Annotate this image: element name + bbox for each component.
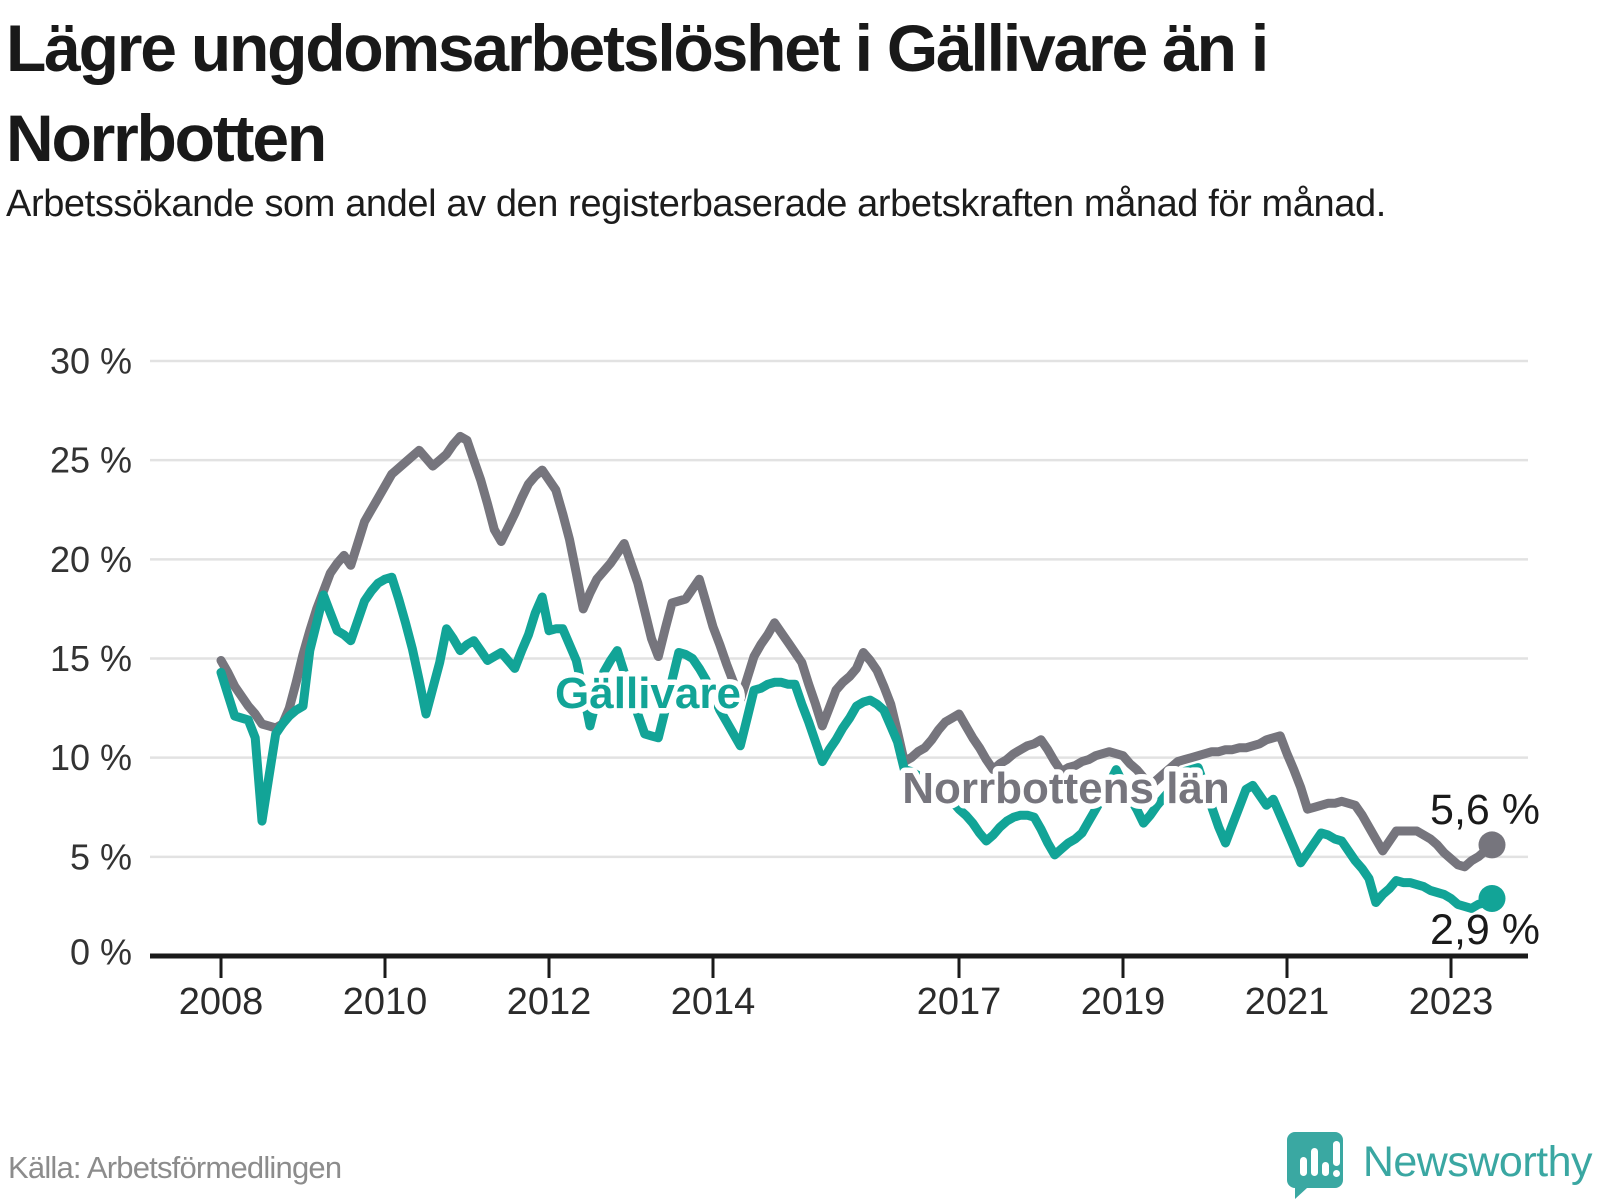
x-axis-tick-label: 2017 (917, 981, 1002, 1023)
newsworthy-bubble-icon (1286, 1132, 1343, 1199)
series-end-dot-gallivare (1478, 884, 1506, 912)
x-axis-tick-label: 2008 (179, 981, 264, 1023)
series-end-dot-norrbotten (1478, 831, 1506, 859)
x-axis-tick-label: 2021 (1245, 981, 1330, 1023)
newsworthy-logo-link[interactable]: Newsworthy (1286, 1124, 1593, 1200)
y-axis-tick-label: 30 % (50, 341, 132, 382)
chart-subtitle: Arbetssökande som andel av den registerb… (6, 183, 1386, 225)
y-axis-tick-label: 25 % (50, 440, 132, 481)
source-note: Källa: Arbetsförmedlingen (8, 1150, 342, 1185)
x-axis-tick-label: 2010 (343, 981, 428, 1023)
chart-title: Lägre ungdomsarbetslöshet i Gällivare än… (6, 11, 1269, 175)
end-value-label-gallivare: 2,9 % (1430, 906, 1540, 954)
end-value-label-norrbotten: 5,6 % (1430, 786, 1540, 834)
x-axis-tick-label: 2019 (1081, 981, 1166, 1023)
y-axis-tick-label: 5 % (70, 836, 132, 877)
y-axis-tick-label: 20 % (50, 539, 132, 580)
y-axis-tick-label: 15 % (50, 638, 132, 679)
x-axis-tick-label: 2014 (671, 981, 756, 1023)
x-axis-tick-label: 2023 (1409, 981, 1494, 1023)
y-axis-tick-label: 10 % (50, 737, 132, 778)
series-label-gallivare: Gällivare (555, 669, 741, 718)
x-axis-tick-label: 2012 (507, 981, 592, 1023)
series-line-norrbotten (216, 431, 1497, 872)
series-line-gallivare (216, 572, 1497, 913)
series-label-norrbotten: Norrbottens län (902, 764, 1230, 813)
y-axis-tick-label: 0 % (70, 932, 132, 973)
newsworthy-wordmark: Newsworthy (1362, 1137, 1593, 1186)
